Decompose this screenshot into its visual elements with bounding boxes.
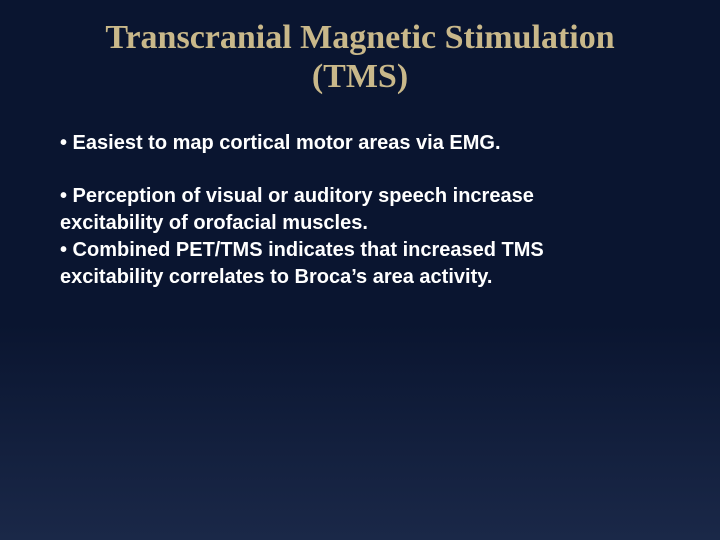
bullet-line: excitability correlates to Broca’s area … (60, 264, 660, 291)
bullet-block-1: • Easiest to map cortical motor areas vi… (60, 130, 660, 157)
bullet-block-2: • Perception of visual or auditory speec… (60, 183, 660, 291)
bullet-line: • Easiest to map cortical motor areas vi… (60, 130, 660, 157)
bullet-line: • Combined PET/TMS indicates that increa… (60, 237, 660, 264)
bullet-line: • Perception of visual or auditory speec… (60, 183, 660, 210)
slide-container: Transcranial Magnetic Stimulation (TMS) … (0, 0, 720, 540)
bullet-line: excitability of orofacial muscles. (60, 210, 660, 237)
slide-body: • Easiest to map cortical motor areas vi… (60, 130, 660, 291)
slide-title: Transcranial Magnetic Stimulation (TMS) (60, 18, 660, 96)
